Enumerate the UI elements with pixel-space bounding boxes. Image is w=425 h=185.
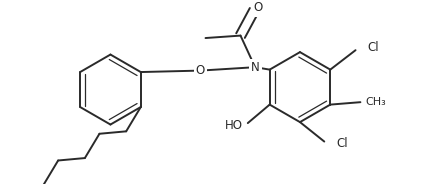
Text: CH₃: CH₃ xyxy=(365,97,386,107)
Text: O: O xyxy=(253,1,263,14)
Text: Cl: Cl xyxy=(368,41,380,54)
Text: N: N xyxy=(251,61,260,74)
Text: Cl: Cl xyxy=(337,137,348,150)
Text: O: O xyxy=(196,64,205,77)
Text: HO: HO xyxy=(225,119,243,132)
